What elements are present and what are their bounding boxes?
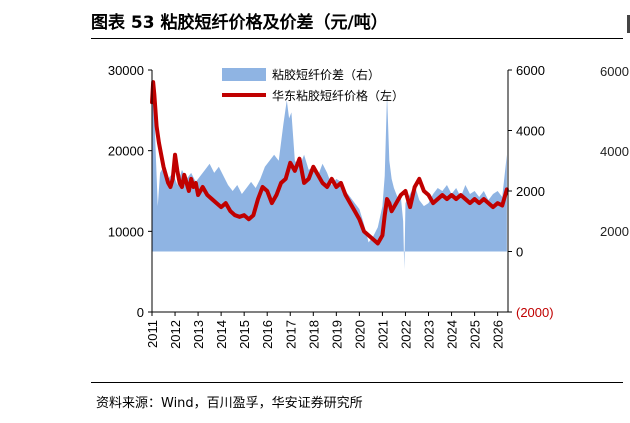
y-right-tick-label: 2000 bbox=[516, 184, 545, 199]
legend-label-price: 华东粘胶短纤价格（左） bbox=[272, 88, 404, 103]
price-line bbox=[150, 80, 509, 246]
adjacent-panel-edge bbox=[627, 15, 630, 33]
x-tick-label: 2019 bbox=[329, 320, 344, 349]
y-right-tick-label: 0 bbox=[516, 245, 523, 260]
x-tick-label: 2020 bbox=[352, 320, 367, 349]
legend-label-spread: 粘胶短纤价差（右） bbox=[272, 67, 380, 82]
y-left-tick-label: 20000 bbox=[108, 144, 144, 159]
title-underline bbox=[91, 38, 623, 39]
y-right-tick-label: 6000 bbox=[516, 63, 545, 78]
x-tick-label: 2016 bbox=[260, 320, 275, 349]
x-tick-label: 2021 bbox=[375, 320, 390, 349]
x-tick-label: 2022 bbox=[398, 320, 413, 349]
footer-rule bbox=[91, 382, 623, 383]
y-left-tick-label: 30000 bbox=[108, 63, 144, 78]
x-tick-label: 2011 bbox=[145, 320, 160, 348]
y-right-tick-label: 4000 bbox=[516, 124, 545, 139]
source-note: 资料来源：Wind，百川盈孚，华安证券研究所 bbox=[96, 396, 363, 411]
x-tick-label: 2015 bbox=[237, 320, 252, 349]
adjacent-chart-tick: 6000 bbox=[600, 64, 629, 79]
x-tick-label: 2023 bbox=[422, 320, 437, 349]
legend-swatch-spread bbox=[222, 68, 266, 81]
x-tick-label: 2014 bbox=[214, 320, 229, 349]
chart-title: 图表 53 粘胶短纤价格及价差（元/吨） bbox=[91, 13, 388, 33]
adjacent-chart-tick: 2000 bbox=[600, 224, 629, 239]
y-left-tick-label: 10000 bbox=[108, 224, 144, 239]
x-tick-label: 2013 bbox=[191, 320, 206, 349]
y-right-tick-label: (2000) bbox=[516, 305, 554, 320]
y-left-tick-label: 0 bbox=[137, 305, 144, 320]
x-tick-label: 2025 bbox=[468, 320, 483, 349]
x-tick-label: 2026 bbox=[491, 320, 506, 349]
x-tick-label: 2012 bbox=[168, 320, 183, 349]
x-tick-label: 2024 bbox=[445, 320, 460, 349]
adjacent-chart-tick: 4000 bbox=[600, 144, 629, 159]
x-tick-label: 2017 bbox=[283, 320, 298, 349]
x-tick-label: 2018 bbox=[306, 320, 321, 349]
